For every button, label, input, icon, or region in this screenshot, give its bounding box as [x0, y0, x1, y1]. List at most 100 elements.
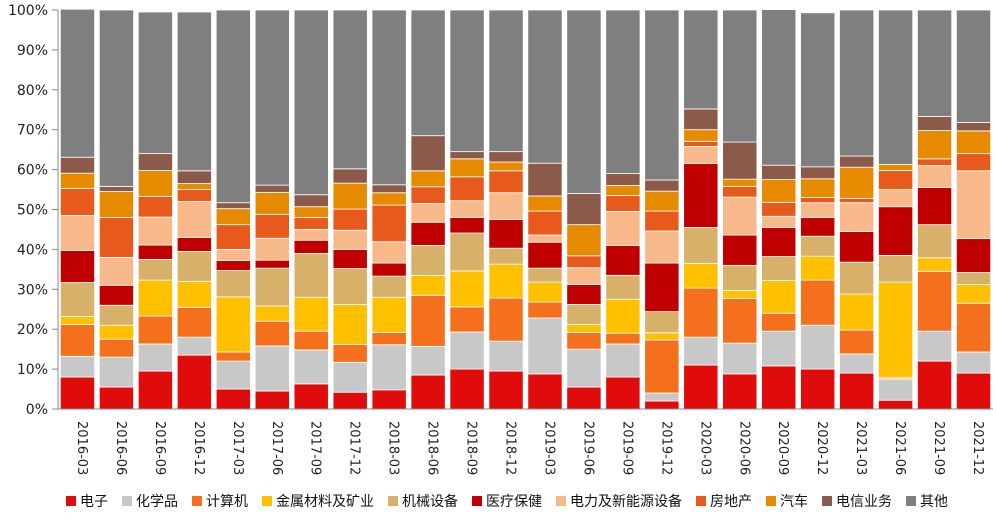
bar-segment-2021-09-机械设备	[917, 224, 953, 259]
bar-segment-2018-12-房地产	[488, 170, 524, 194]
bar-segment-2018-12-电力及新能源设备	[488, 192, 524, 220]
bar-stack-2018-06	[410, 9, 446, 410]
bar-segment-2020-03-其他	[683, 9, 719, 110]
bar-segment-2021-12-电力及新能源设备	[955, 170, 992, 240]
bar-segment-2018-12-医疗保健	[488, 219, 524, 249]
y-axis: 0% 10% 20% 30% 40% 50% 60% 70% 80% 90% 100%	[8, 3, 59, 418]
bar-segment-2020-06-电子	[722, 373, 758, 410]
bar-stack-2021-12	[955, 9, 992, 410]
bar-segment-2019-09-其他	[605, 9, 641, 174]
bar-segment-2020-03-汽车	[683, 129, 719, 142]
bar-segment-2017-03-其他	[215, 9, 251, 204]
bar-segment-2017-12-医疗保健	[332, 248, 368, 269]
bar-segment-2019-06-医疗保健	[566, 284, 602, 305]
bar-stack-2017-06	[254, 9, 290, 410]
y-tick-label: 50%	[17, 203, 48, 219]
bar-segment-2017-09-电子	[293, 383, 329, 410]
bar-segment-2020-03-化学品	[683, 336, 719, 366]
bar-segment-2021-03-其他	[839, 9, 875, 157]
bar-segment-2018-12-化学品	[488, 340, 524, 372]
bar-segment-2017-09-金属材料及矿业	[293, 296, 329, 332]
y-tick-label: 20%	[17, 322, 48, 338]
bar-segment-2017-06-计算机	[254, 320, 290, 347]
bar-segment-2016-12-医疗保健	[176, 237, 212, 252]
bar-segment-2016-12-汽车	[176, 183, 212, 190]
bar-segment-2018-03-化学品	[371, 344, 407, 391]
bar-segment-2020-12-化学品	[800, 324, 836, 370]
bar-segment-2021-03-电子	[839, 372, 875, 410]
bar-segment-2019-03-机械设备	[527, 267, 563, 283]
bar-segment-2016-09-其他	[137, 11, 173, 155]
bar-segment-2019-06-汽车	[566, 224, 602, 257]
bar-segment-2016-06-机械设备	[98, 304, 134, 326]
bar-segment-2018-12-机械设备	[488, 247, 524, 265]
bar-segment-2020-03-机械设备	[683, 227, 719, 264]
bar-segment-2021-12-医疗保健	[955, 238, 992, 273]
bar-segment-2021-09-汽车	[917, 130, 953, 160]
bar-segment-2020-12-电子	[800, 368, 836, 410]
legend-swatch-电力及新能源设备	[556, 496, 566, 506]
bar-segment-2020-06-其他	[722, 9, 758, 143]
bar-segment-2017-09-机械设备	[293, 252, 329, 298]
bar-segment-2020-09-其他	[761, 9, 797, 166]
bar-segment-2020-06-化学品	[722, 342, 758, 375]
bar-segment-2016-09-电信业务	[137, 153, 173, 171]
bar-segment-2020-06-电力及新能源设备	[722, 196, 758, 236]
bar-segment-2018-06-计算机	[410, 294, 446, 347]
x-tick-label: 2018-09	[464, 421, 479, 475]
bar-segment-2016-12-电信业务	[176, 170, 212, 184]
bar-segment-2016-03-医疗保健	[59, 250, 96, 283]
bar-segment-2019-09-金属材料及矿业	[605, 298, 641, 334]
x-tick-label: 2019-03	[541, 421, 556, 475]
bar-segment-2017-12-金属材料及矿业	[332, 304, 368, 345]
bar-segment-2018-06-金属材料及矿业	[410, 274, 446, 296]
bar-segment-2016-03-电力及新能源设备	[59, 215, 96, 251]
x-tick-label: 2018-06	[425, 421, 440, 475]
bar-segment-2020-06-金属材料及矿业	[722, 290, 758, 299]
bar-segment-2017-09-其他	[293, 9, 329, 196]
legend-label: 电子	[80, 494, 108, 510]
bar-segment-2021-06-机械设备	[878, 254, 914, 283]
bar-segment-2019-09-电子	[605, 376, 641, 410]
bar-segment-2019-12-房地产	[644, 210, 680, 232]
bar-segment-2016-12-计算机	[176, 306, 212, 338]
bar-segment-2019-06-计算机	[566, 331, 602, 350]
bar-segment-2016-06-电子	[98, 386, 134, 410]
bar-segment-2017-09-医疗保健	[293, 239, 329, 254]
bar-segment-2021-06-金属材料及矿业	[878, 281, 914, 379]
bar-segment-2018-09-其他	[449, 9, 485, 153]
x-tick-label: 2020-06	[736, 421, 751, 475]
x-tick-label: 2020-03	[697, 421, 712, 475]
bar-segment-2017-09-计算机	[293, 330, 329, 351]
bar-segment-2021-09-化学品	[917, 330, 953, 362]
bar-segment-2016-03-房地产	[59, 187, 96, 216]
bar-segment-2018-09-电子	[449, 368, 485, 410]
x-tick-label: 2019-09	[619, 421, 634, 475]
bar-segment-2020-09-化学品	[761, 330, 797, 367]
x-tick-label: 2019-12	[658, 421, 673, 475]
bar-segment-2018-03-医疗保健	[371, 262, 407, 277]
bar-segment-2016-09-房地产	[137, 195, 173, 218]
legend-label: 金属材料及矿业	[276, 494, 374, 510]
bar-segment-2018-03-电信业务	[371, 184, 407, 194]
bar-segment-2017-06-汽车	[254, 191, 290, 215]
bar-segment-2017-09-电信业务	[293, 194, 329, 208]
bar-segment-2018-06-电力及新能源设备	[410, 203, 446, 223]
bar-segment-2017-12-汽车	[332, 182, 368, 210]
bar-segment-2018-12-电子	[488, 370, 524, 410]
y-tick-label: 80%	[17, 83, 48, 99]
bar-segment-2021-03-计算机	[839, 329, 875, 355]
bar-segment-2017-12-计算机	[332, 343, 368, 363]
bar-segment-2018-12-计算机	[488, 297, 524, 342]
bar-stack-2019-06	[566, 9, 602, 410]
bar-stack-2017-03	[215, 9, 251, 410]
legend: 电子 化学品 计算机 金属材料及矿业 机械设备 医疗保健 电力及新能源设备 房地产 汽车 电信业务…	[66, 493, 948, 510]
bar-segment-2017-06-电力及新能源设备	[254, 237, 290, 261]
x-tick-label: 2021-12	[970, 421, 985, 475]
bar-segment-2020-12-电力及新能源设备	[800, 202, 836, 218]
bar-segment-2021-03-医疗保健	[839, 231, 875, 263]
bar-segment-2020-12-机械设备	[800, 235, 836, 257]
bar-segment-2019-03-汽车	[527, 195, 563, 212]
bar-segment-2017-12-其他	[332, 9, 368, 170]
